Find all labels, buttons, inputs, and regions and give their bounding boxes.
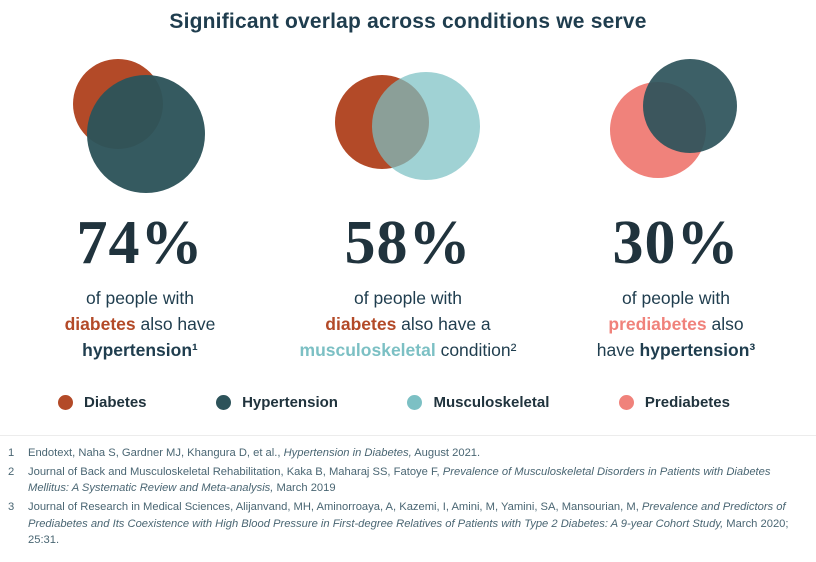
legend-label: Prediabetes	[644, 393, 730, 411]
legend-item-hypertension: Hypertension	[216, 394, 338, 411]
footnotes: 1 Endotext, Naha S, Gardner MJ, Khangura …	[0, 434, 816, 548]
footnote-item: 1 Endotext, Naha S, Gardner MJ, Khangura …	[8, 445, 800, 461]
legend-item-diabetes: Diabetes	[58, 394, 147, 411]
legend-item-musculoskeletal: Musculoskeletal	[407, 394, 549, 411]
caption-line: diabetes also have a	[325, 313, 491, 334]
charts-row: 74% of people with diabetes also have hype…	[0, 54, 816, 364]
footnote-text: Journal of Research in Medical Sciences,…	[28, 501, 789, 546]
caption-line: prediabetes also	[608, 313, 744, 334]
hypertension-dot-icon	[216, 394, 232, 410]
prediabetes-dot-icon	[618, 394, 634, 410]
percent-value: 30%	[612, 209, 740, 277]
pie-chart-prediabetes-hypertension	[610, 59, 737, 178]
stat-caption: of people with diabetes also have hyperten…	[65, 286, 216, 364]
musculoskeletal-dot-icon	[407, 394, 423, 410]
percent-value: 58%	[344, 209, 472, 277]
legend-label: Musculoskeletal	[433, 393, 550, 411]
legend-item-prediabetes: Prediabetes	[618, 393, 730, 411]
footnote-number: 1	[8, 446, 15, 459]
caption-line: of people with	[622, 288, 730, 308]
footnote-text: Journal of Back and Musculoskeletal Reha…	[28, 465, 771, 495]
hypertension-circle	[87, 75, 205, 193]
caption-line: have hypertension³	[596, 339, 756, 360]
footnote-item: 3 Journal of Research in Medical Sciences…	[8, 499, 800, 548]
footnote-text: Endotext, Naha S, Gardner MJ, Khangura D…	[28, 446, 481, 459]
caption-line: of people with	[86, 288, 194, 308]
chart-column-prediabetes-hypertension: 30% of people with prediabetes also have h…	[550, 54, 802, 364]
footnote-item: 2 Journal of Back and Musculoskeletal Reh…	[8, 464, 800, 496]
stat-caption: of people with prediabetes also have hyper…	[597, 286, 756, 364]
diabetes-dot-icon	[58, 394, 73, 410]
caption-line: of people with	[353, 288, 462, 308]
legend-label: Hypertension	[242, 393, 338, 411]
chart-column-diabetes-hypertension: 74% of people with diabetes also have hype…	[14, 54, 266, 364]
musculoskeletal-circle	[372, 72, 480, 180]
stat-caption: of people with diabetes also have a muscul…	[300, 286, 517, 364]
hypertension-circle	[643, 59, 737, 153]
caption-line: musculoskeletal condition²	[299, 339, 517, 360]
legend-label: Diabetes	[84, 393, 147, 411]
caption-line: diabetes also have	[64, 313, 216, 334]
caption-line: hypertension¹	[82, 339, 198, 360]
percent-value: 74%	[76, 209, 204, 277]
pie-chart-diabetes-musculoskeletal	[335, 72, 480, 180]
footnote-number: 2	[8, 465, 15, 478]
legend: Diabetes Hypertension Musculoskeletal Predi…	[0, 394, 816, 411]
footnote-number: 3	[8, 501, 15, 514]
page-title: Significant overlap across conditions we…	[169, 10, 647, 33]
chart-column-diabetes-musculoskeletal: 58% of people with diabetes also have a mu…	[282, 54, 534, 364]
pie-chart-diabetes-hypertension	[73, 59, 205, 193]
